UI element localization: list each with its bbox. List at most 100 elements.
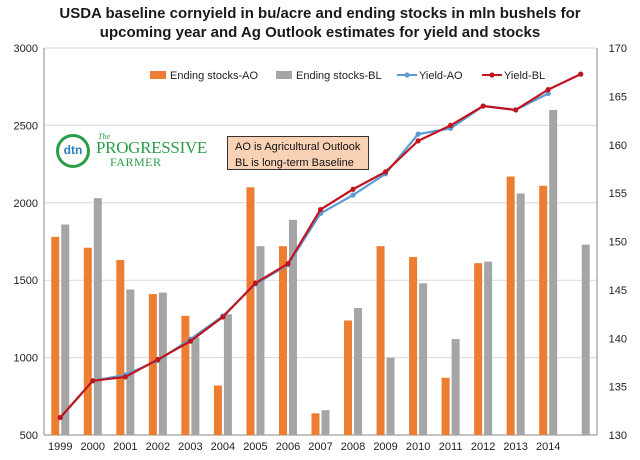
chart-title-line-1: USDA baseline cornyield in bu/acre and e…	[59, 5, 581, 22]
bar-ending-stocks-bl	[191, 337, 200, 435]
yield-bl-point	[187, 338, 193, 344]
bar-ending-stocks-bl	[549, 109, 558, 436]
bar-ending-stocks-bl	[126, 289, 135, 435]
right-axis-tick-label: 165	[609, 91, 627, 103]
bar-ending-stocks-bl	[451, 339, 460, 435]
bar-ending-stocks-bl	[484, 261, 493, 435]
legend-ending-stocks-ao-swatch	[150, 71, 166, 79]
right-axis-tick-label: 150	[609, 237, 627, 249]
bar-ending-stocks-ao	[246, 187, 255, 435]
legend-yield-ao-label: Yield-AO	[419, 70, 463, 82]
bar-ending-stocks-bl	[158, 292, 167, 435]
bar-ending-stocks-ao	[539, 185, 548, 435]
right-axis-tick-label: 155	[609, 188, 627, 200]
yield-ao-point	[350, 192, 356, 198]
dtn-badge-icon: dtn	[56, 134, 90, 168]
bar-ending-stocks-bl	[419, 283, 428, 435]
x-axis-tick-label: 2007	[308, 441, 332, 453]
yield-bl-point	[578, 71, 584, 77]
x-axis-tick-label: 1999	[48, 441, 72, 453]
bar-ending-stocks-ao	[148, 294, 157, 435]
left-axis-tick-label: 1000	[14, 353, 38, 365]
bar-ending-stocks-bl	[386, 357, 395, 435]
bar-ending-stocks-ao	[83, 247, 92, 435]
left-axis-tick-label: 3000	[14, 43, 38, 55]
yield-bl-point	[57, 414, 63, 421]
yield-bl-point	[448, 122, 454, 128]
bar-ending-stocks-ao	[213, 385, 222, 435]
x-axis-tick-label: 2012	[471, 441, 495, 453]
bar-ending-stocks-bl	[288, 219, 297, 435]
bar-ending-stocks-bl	[321, 410, 330, 435]
legend-yield-bl-label: Yield-BL	[504, 70, 545, 82]
left-axis-tick-label: 2500	[14, 120, 38, 132]
right-axis-tick-label: 145	[609, 285, 627, 297]
logo-the-text: The	[98, 132, 110, 141]
progressive-farmer-logo: dtn The PROGRESSIVE FARMER	[50, 132, 207, 172]
yield-bl-point	[415, 138, 421, 144]
note-box: AO is Agricultural Outlook BL is long-te…	[227, 136, 369, 170]
x-axis-tick-label: 2003	[178, 441, 202, 453]
bar-ending-stocks-bl	[61, 224, 70, 435]
bar-ending-stocks-ao	[116, 260, 125, 435]
yield-bl-point	[350, 186, 356, 192]
right-axis-tick-label: 135	[609, 382, 627, 394]
yield-bl-point	[480, 103, 486, 109]
bar-ending-stocks-ao	[409, 256, 418, 435]
yield-bl-point	[122, 374, 128, 380]
bar-ending-stocks-ao	[181, 315, 190, 435]
yield-bl-point	[220, 314, 226, 320]
logo-word-farmer: FARMER	[110, 155, 162, 169]
chart-title-line-2: upcoming year and Ag Outlook estimates f…	[99, 24, 541, 41]
right-axis-tick-label: 140	[609, 333, 627, 345]
x-axis-tick-label: 2014	[536, 441, 560, 453]
yield-bl-point	[285, 261, 291, 267]
bar-ending-stocks-ao	[311, 413, 320, 435]
yield-bl-point	[382, 169, 389, 175]
x-axis-tick-label: 2008	[341, 441, 365, 453]
left-axis-tick-label: 1500	[14, 275, 38, 287]
x-axis-tick-label: 2000	[81, 441, 105, 453]
logo-badge-text: dtn	[63, 143, 83, 157]
bar-ending-stocks-ao	[441, 377, 450, 435]
note-line-2: BL is long-term Baseline	[235, 157, 354, 169]
x-axis-tick-label: 2001	[113, 441, 137, 453]
right-axis-tick-label: 170	[609, 43, 627, 55]
legend-ending-stocks-ao-label: Ending stocks-AO	[170, 70, 258, 82]
yield-bl-point	[317, 206, 324, 213]
bar-ending-stocks-bl	[581, 244, 590, 435]
x-axis-tick-label: 2009	[373, 441, 397, 453]
yield-ao-point	[545, 90, 551, 97]
note-line-1: AO is Agricultural Outlook	[235, 141, 361, 153]
logo-word-progressive: PROGRESSIVE	[96, 138, 208, 157]
right-axis-tick-label: 160	[609, 140, 627, 152]
x-axis-tick-label: 2004	[211, 441, 235, 453]
chart-title: USDA baseline cornyield in bu/acre and e…	[0, 4, 640, 42]
yield-ao-point	[415, 131, 421, 137]
legend-yield-bl-marker	[489, 72, 495, 78]
x-axis-tick-label: 2013	[503, 441, 527, 453]
yield-bl-point	[155, 356, 161, 363]
bar-ending-stocks-ao	[278, 246, 287, 435]
bar-ending-stocks-bl	[223, 314, 232, 435]
legend-ending-stocks-bl-label: Ending stocks-BL	[296, 70, 382, 82]
yield-bl-point	[90, 378, 96, 384]
x-axis-tick-label: 2010	[406, 441, 430, 453]
bar-ending-stocks-ao	[344, 320, 353, 435]
left-axis-tick-label: 500	[20, 430, 38, 442]
legend-yield-ao-marker	[404, 72, 410, 78]
right-axis-tick-label: 130	[609, 430, 627, 442]
bar-ending-stocks-ao	[376, 246, 385, 435]
x-axis-tick-label: 2005	[243, 441, 267, 453]
x-axis-tick-label: 2002	[146, 441, 170, 453]
bar-ending-stocks-bl	[256, 246, 265, 435]
bar-ending-stocks-bl	[354, 308, 363, 435]
yield-bl-point	[252, 280, 259, 286]
x-axis-tick-label: 2006	[276, 441, 300, 453]
yield-bl-point	[545, 87, 551, 93]
bar-ending-stocks-ao	[506, 176, 515, 435]
bar-ending-stocks-bl	[516, 193, 525, 435]
bar-ending-stocks-bl	[93, 198, 102, 435]
legend-ending-stocks-bl-swatch	[276, 71, 292, 79]
bar-ending-stocks-ao	[51, 236, 60, 435]
